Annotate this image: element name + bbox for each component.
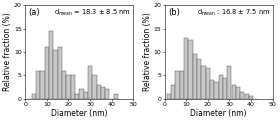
Text: d$_{\mathrm{mean}}$ : 16.8 ± 7.5 nm: d$_{\mathrm{mean}}$ : 16.8 ± 7.5 nm (197, 8, 270, 19)
Bar (188, 40, 193, 99)
Bar (62, 71, 66, 99)
Bar (45, 47, 49, 99)
Bar (249, 96, 253, 99)
Bar (114, 94, 118, 99)
Bar (245, 94, 249, 99)
Y-axis label: Relative fraction (%): Relative fraction (%) (143, 13, 152, 91)
Bar (206, 68, 210, 99)
Bar (167, 94, 171, 99)
Bar (219, 75, 223, 99)
Bar (180, 71, 184, 99)
Bar (197, 59, 201, 99)
Bar (184, 38, 188, 99)
Bar (214, 82, 218, 99)
Bar (210, 80, 214, 99)
Bar (53, 50, 58, 99)
Bar (88, 66, 92, 99)
Bar (66, 75, 71, 99)
Bar (49, 31, 53, 99)
Bar (71, 75, 75, 99)
Bar (175, 71, 179, 99)
Bar (193, 54, 197, 99)
X-axis label: Diameter (nm): Diameter (nm) (51, 109, 108, 117)
Bar (232, 85, 236, 99)
Text: (a): (a) (29, 8, 40, 17)
X-axis label: Diameter (nm): Diameter (nm) (190, 109, 247, 117)
Bar (32, 94, 36, 99)
Bar (58, 47, 62, 99)
Bar (171, 85, 175, 99)
Bar (240, 92, 244, 99)
Bar (101, 87, 105, 99)
Bar (201, 66, 206, 99)
Text: (b): (b) (168, 8, 180, 17)
Bar (92, 75, 97, 99)
Bar (40, 71, 45, 99)
Bar (84, 92, 88, 99)
Text: d$_{\mathrm{mean}}$ = 18.3 ± 8.5 nm: d$_{\mathrm{mean}}$ = 18.3 ± 8.5 nm (54, 8, 131, 19)
Bar (236, 87, 240, 99)
Bar (223, 78, 227, 99)
Bar (97, 85, 101, 99)
Bar (227, 66, 232, 99)
Y-axis label: Relative fraction (%): Relative fraction (%) (3, 13, 13, 91)
Bar (79, 89, 83, 99)
Bar (36, 71, 40, 99)
Bar (75, 94, 79, 99)
Bar (105, 89, 109, 99)
